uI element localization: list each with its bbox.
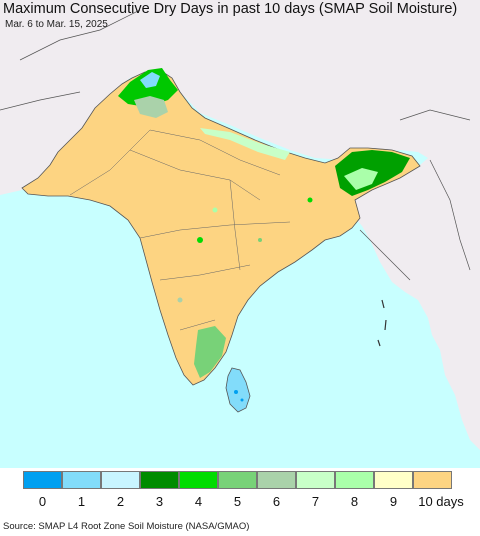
country-borders xyxy=(0,9,471,281)
tamilnadu-green-patch xyxy=(194,326,226,378)
map-subtitle: Mar. 6 to Mar. 15, 2025 xyxy=(5,19,108,30)
legend-label: 6 xyxy=(272,494,281,509)
legend-swatch xyxy=(374,471,413,489)
green-dot xyxy=(258,238,262,242)
legend-swatch xyxy=(296,471,335,489)
sri-lanka xyxy=(225,367,251,413)
outside-land xyxy=(0,0,480,450)
legend-swatch xyxy=(62,471,101,489)
india-landmass xyxy=(21,69,421,386)
legend-label: 9 xyxy=(389,494,398,509)
legend-swatch xyxy=(140,471,179,489)
legend-label: 7 xyxy=(311,494,320,509)
map-canvas xyxy=(0,0,480,450)
legend-label: 3 xyxy=(155,494,164,509)
map-area: Maximum Consecutive Dry Days in past 10 … xyxy=(0,0,480,468)
kashmir-blue-patch xyxy=(140,72,160,88)
legend-swatch xyxy=(335,471,374,489)
green-dot xyxy=(197,237,203,243)
legend: 0 1 2 3 4 5 6 7 8 9 10 days xyxy=(0,468,480,518)
legend-label: 0 xyxy=(38,494,47,509)
legend-label: 5 xyxy=(233,494,242,509)
green-dot xyxy=(177,297,183,303)
legend-swatch xyxy=(23,471,62,489)
legend-label: 8 xyxy=(350,494,359,509)
legend-label: 10 days xyxy=(418,494,464,509)
legend-swatch xyxy=(257,471,296,489)
green-dot xyxy=(212,207,218,213)
northeast-light-patch xyxy=(344,168,378,190)
sri-lanka-dot xyxy=(234,390,238,394)
legend-swatch xyxy=(179,471,218,489)
map-title: Maximum Consecutive Dry Days in past 10 … xyxy=(3,1,458,17)
source-note: Source: SMAP L4 Root Zone Soil Moisture … xyxy=(3,521,250,532)
legend-label: 1 xyxy=(77,494,86,509)
legend-swatch xyxy=(413,471,452,489)
sri-lanka-dot xyxy=(240,398,244,402)
legend-swatch xyxy=(218,471,257,489)
legend-swatch xyxy=(101,471,140,489)
state-borders xyxy=(69,129,291,331)
andaman-islands xyxy=(377,299,387,347)
legend-label: 2 xyxy=(116,494,125,509)
legend-label: 4 xyxy=(194,494,203,509)
green-dot xyxy=(307,197,313,203)
himalaya-light-strip xyxy=(200,128,290,160)
north-light-patch xyxy=(134,96,168,118)
